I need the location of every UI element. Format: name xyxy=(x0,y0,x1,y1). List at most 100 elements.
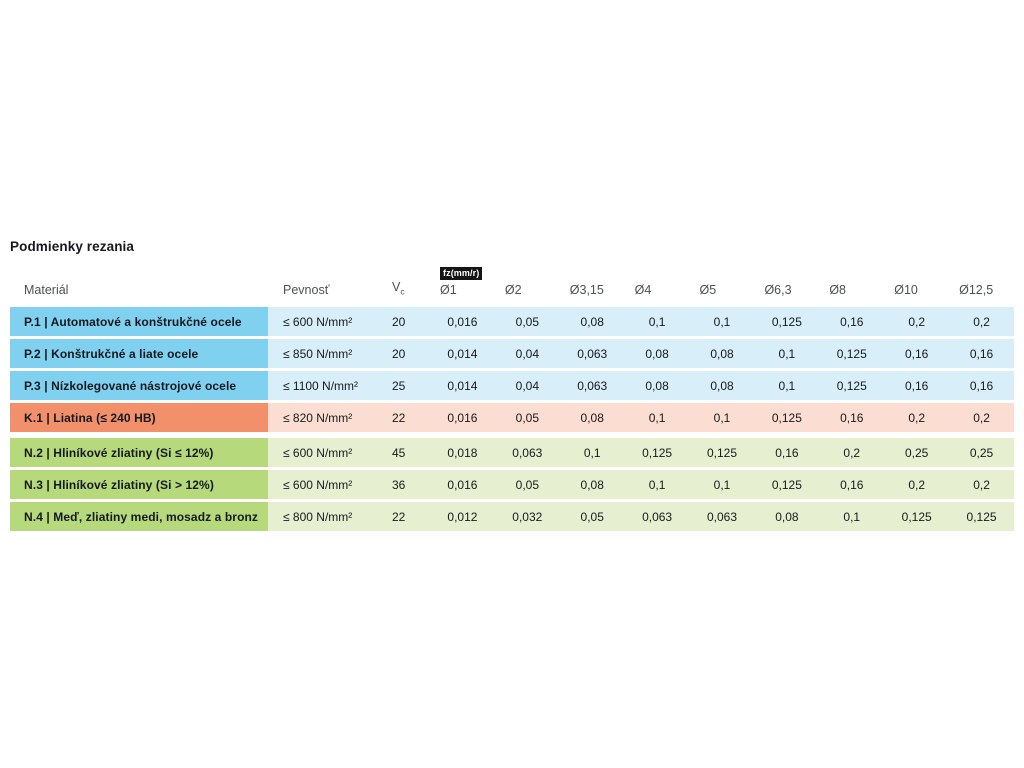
strength-cell: ≤ 600 N/mm² xyxy=(268,470,380,500)
feed-value-cell: 0,125 xyxy=(884,502,950,532)
feed-value-cell: 0,2 xyxy=(949,307,1014,337)
column-header-diameter: Ø5 xyxy=(699,283,717,297)
column-header-diameter: Ø8 xyxy=(829,283,847,297)
feed-value-cell: 0,125 xyxy=(754,403,820,433)
feed-value-cell: 0,018 xyxy=(430,438,495,468)
feed-value-cell: 0,04 xyxy=(494,339,560,369)
feed-value-cell: 0,08 xyxy=(559,403,625,433)
table-body: P.1 | Automatové a konštrukčné ocele ≤ 60… xyxy=(10,307,1014,532)
table-row: N.2 | Hliníkové zliatiny (Si ≤ 12%) ≤ 600… xyxy=(10,438,1014,468)
feed-value-cell: 0,1 xyxy=(559,438,625,468)
material-cell: P.2 | Konštrukčné a liate ocele xyxy=(10,339,268,369)
feed-value-cell: 0,08 xyxy=(624,339,690,369)
feed-value-cell: 0,08 xyxy=(689,339,755,369)
feed-value-cell: 0,1 xyxy=(754,371,820,401)
material-cell: N.2 | Hliníkové zliatiny (Si ≤ 12%) xyxy=(10,438,268,468)
column-header-diameter: Ø3,15 xyxy=(569,283,604,297)
column-header-strength: Pevnosť xyxy=(283,283,330,297)
feed-value-cell: 0,05 xyxy=(494,470,560,500)
material-cell: N.3 | Hliníkové zliatiny (Si > 12%) xyxy=(10,470,268,500)
feed-value-cell: 0,05 xyxy=(494,403,560,433)
strength-cell: ≤ 800 N/mm² xyxy=(268,502,380,532)
strength-cell: ≤ 850 N/mm² xyxy=(268,339,380,369)
feed-value-cell: 0,012 xyxy=(430,502,495,532)
feed-value-cell: 0,2 xyxy=(884,307,950,337)
feed-value-cell: 0,2 xyxy=(949,403,1014,433)
column-header-diameter: Ø6,3 xyxy=(764,283,792,297)
feed-value-cell: 0,16 xyxy=(949,371,1014,401)
feed-value-cell: 0,16 xyxy=(884,371,950,401)
feed-value-cell: 0,08 xyxy=(559,470,625,500)
vc-cell: 20 xyxy=(380,307,430,337)
feed-value-cell: 0,014 xyxy=(430,371,495,401)
feed-value-cell: 0,08 xyxy=(624,371,690,401)
feed-value-cell: 0,16 xyxy=(949,339,1014,369)
feed-value-cell: 0,08 xyxy=(754,502,820,532)
feed-value-cell: 0,16 xyxy=(884,339,950,369)
page-title: Podmienky rezania xyxy=(10,239,134,254)
column-header-diameter: Ø4 xyxy=(634,283,652,297)
vc-label: V xyxy=(392,280,401,295)
material-cell: N.4 | Meď, zliatiny medi, mosadz a bronz xyxy=(10,502,268,532)
feed-value-cell: 0,125 xyxy=(624,438,690,468)
material-cell: P.3 | Nízkolegované nástrojové ocele xyxy=(10,371,268,401)
column-header-diameter: Ø10 xyxy=(894,283,918,297)
table-row: N.3 | Hliníkové zliatiny (Si > 12%) ≤ 600… xyxy=(10,470,1014,500)
cutting-conditions-page: Podmienky rezania Materiál Pevnosť Vc fz… xyxy=(10,0,1014,532)
table-row: P.3 | Nízkolegované nástrojové ocele ≤ 11… xyxy=(10,371,1014,401)
feed-value-cell: 0,25 xyxy=(949,438,1014,468)
feed-value-cell: 0,25 xyxy=(884,438,950,468)
feed-value-cell: 0,063 xyxy=(559,339,625,369)
vc-cell: 25 xyxy=(380,371,430,401)
feed-value-cell: 0,125 xyxy=(689,438,755,468)
feed-value-cell: 0,1 xyxy=(624,307,690,337)
feed-value-cell: 0,016 xyxy=(430,470,495,500)
strength-cell: ≤ 600 N/mm² xyxy=(268,438,380,468)
feed-value-cell: 0,16 xyxy=(754,438,820,468)
feed-value-cell: 0,016 xyxy=(430,307,495,337)
feed-value-cell: 0,125 xyxy=(819,371,885,401)
column-header-diameter: Ø12,5 xyxy=(959,283,994,297)
table-row: K.1 | Liatina (≤ 240 HB) ≤ 820 N/mm² 22 0,0… xyxy=(10,403,1014,433)
fz-unit-badge: fz(mm/r) xyxy=(440,267,483,280)
feed-value-cell: 0,125 xyxy=(949,502,1014,532)
strength-cell: ≤ 1100 N/mm² xyxy=(268,371,380,401)
vc-cell: 45 xyxy=(380,438,430,468)
strength-cell: ≤ 820 N/mm² xyxy=(268,403,380,433)
vc-cell: 22 xyxy=(380,403,430,433)
feed-value-cell: 0,032 xyxy=(494,502,560,532)
feed-value-cell: 0,125 xyxy=(754,307,820,337)
feed-value-cell: 0,05 xyxy=(559,502,625,532)
feed-value-cell: 0,1 xyxy=(754,339,820,369)
vc-cell: 20 xyxy=(380,339,430,369)
feed-value-cell: 0,063 xyxy=(559,371,625,401)
feed-value-cell: 0,2 xyxy=(884,470,950,500)
feed-value-cell: 0,1 xyxy=(689,470,755,500)
feed-value-cell: 0,08 xyxy=(689,371,755,401)
table-row: P.1 | Automatové a konštrukčné ocele ≤ 60… xyxy=(10,307,1014,337)
vc-cell: 36 xyxy=(380,470,430,500)
table-row: P.2 | Konštrukčné a liate ocele ≤ 850 N/m… xyxy=(10,339,1014,369)
material-cell: P.1 | Automatové a konštrukčné ocele xyxy=(10,307,268,337)
feed-value-cell: 0,125 xyxy=(754,470,820,500)
feed-value-cell: 0,04 xyxy=(494,371,560,401)
feed-value-cell: 0,1 xyxy=(624,403,690,433)
material-cell: K.1 | Liatina (≤ 240 HB) xyxy=(10,403,268,433)
feed-value-cell: 0,2 xyxy=(949,470,1014,500)
feed-value-cell: 0,05 xyxy=(494,307,560,337)
feed-value-cell: 0,016 xyxy=(430,403,495,433)
feed-value-cell: 0,1 xyxy=(689,307,755,337)
feed-value-cell: 0,063 xyxy=(494,438,560,468)
feed-value-cell: 0,063 xyxy=(689,502,755,532)
feed-value-cell: 0,063 xyxy=(624,502,690,532)
feed-value-cell: 0,125 xyxy=(819,339,885,369)
column-header-label: Ø1 xyxy=(440,283,457,297)
feed-value-cell: 0,16 xyxy=(819,470,885,500)
feed-value-cell: 0,08 xyxy=(559,307,625,337)
column-header-material: Materiál xyxy=(24,283,69,297)
feed-value-cell: 0,1 xyxy=(819,502,885,532)
feed-value-cell: 0,16 xyxy=(819,307,885,337)
column-header-diameter: fz(mm/r) Ø1 xyxy=(430,267,495,297)
vc-subscript: c xyxy=(400,286,405,297)
column-header-vc: Vc xyxy=(380,280,430,297)
